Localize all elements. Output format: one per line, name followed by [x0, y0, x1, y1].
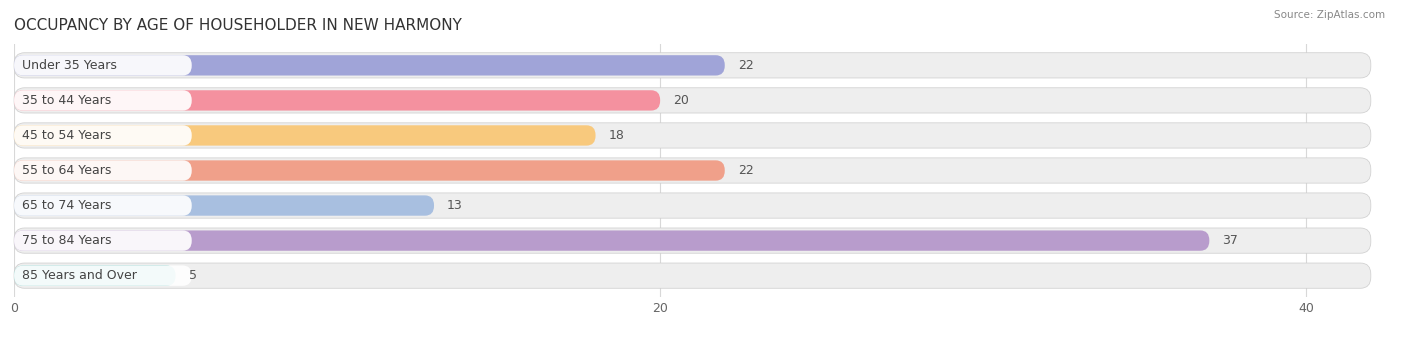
FancyBboxPatch shape: [14, 160, 724, 181]
FancyBboxPatch shape: [14, 160, 191, 181]
FancyBboxPatch shape: [14, 195, 191, 216]
FancyBboxPatch shape: [14, 231, 1209, 251]
Text: Source: ZipAtlas.com: Source: ZipAtlas.com: [1274, 10, 1385, 20]
FancyBboxPatch shape: [14, 123, 1371, 148]
FancyBboxPatch shape: [14, 90, 191, 110]
Text: 75 to 84 Years: 75 to 84 Years: [22, 234, 111, 247]
FancyBboxPatch shape: [14, 55, 724, 75]
Text: 18: 18: [609, 129, 624, 142]
Text: OCCUPANCY BY AGE OF HOUSEHOLDER IN NEW HARMONY: OCCUPANCY BY AGE OF HOUSEHOLDER IN NEW H…: [14, 18, 463, 33]
FancyBboxPatch shape: [14, 266, 176, 286]
FancyBboxPatch shape: [14, 231, 191, 251]
FancyBboxPatch shape: [14, 125, 596, 146]
Text: 55 to 64 Years: 55 to 64 Years: [22, 164, 111, 177]
FancyBboxPatch shape: [14, 90, 661, 110]
Text: 85 Years and Over: 85 Years and Over: [22, 269, 136, 282]
Text: 37: 37: [1222, 234, 1239, 247]
Text: 5: 5: [188, 269, 197, 282]
FancyBboxPatch shape: [14, 55, 191, 75]
Text: 20: 20: [673, 94, 689, 107]
FancyBboxPatch shape: [14, 53, 1371, 78]
FancyBboxPatch shape: [14, 195, 434, 216]
Text: 45 to 54 Years: 45 to 54 Years: [22, 129, 111, 142]
FancyBboxPatch shape: [14, 88, 1371, 113]
FancyBboxPatch shape: [14, 125, 191, 146]
Text: 22: 22: [738, 164, 754, 177]
FancyBboxPatch shape: [14, 263, 1371, 288]
Text: 13: 13: [447, 199, 463, 212]
FancyBboxPatch shape: [14, 193, 1371, 218]
FancyBboxPatch shape: [14, 158, 1371, 183]
FancyBboxPatch shape: [14, 266, 191, 286]
Text: Under 35 Years: Under 35 Years: [22, 59, 117, 72]
Text: 22: 22: [738, 59, 754, 72]
Text: 35 to 44 Years: 35 to 44 Years: [22, 94, 111, 107]
Text: 65 to 74 Years: 65 to 74 Years: [22, 199, 111, 212]
FancyBboxPatch shape: [14, 228, 1371, 253]
